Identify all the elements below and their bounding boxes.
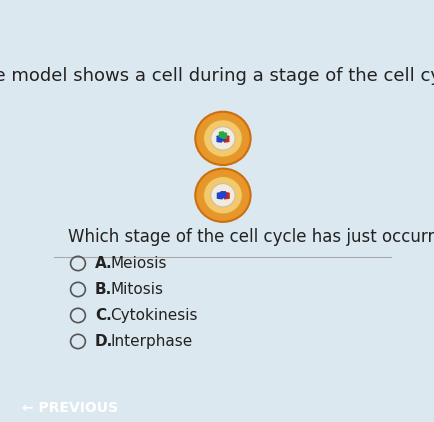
Circle shape	[203, 176, 242, 214]
Circle shape	[195, 112, 250, 165]
Circle shape	[195, 169, 250, 222]
Circle shape	[203, 119, 242, 157]
Circle shape	[210, 184, 234, 207]
Text: The model shows a cell during a stage of the cell cycle.: The model shows a cell during a stage of…	[0, 67, 434, 85]
Text: D.: D.	[95, 334, 113, 349]
Text: B.: B.	[95, 282, 112, 297]
Text: Mitosis: Mitosis	[110, 282, 163, 297]
Circle shape	[210, 127, 234, 150]
Text: Meiosis: Meiosis	[110, 256, 166, 271]
Text: A.: A.	[95, 256, 112, 271]
Text: Interphase: Interphase	[110, 334, 192, 349]
Text: Which stage of the cell cycle has just occurred?: Which stage of the cell cycle has just o…	[68, 228, 434, 246]
Text: C.: C.	[95, 308, 112, 323]
Text: ← PREVIOUS: ← PREVIOUS	[22, 401, 117, 415]
Text: Cytokinesis: Cytokinesis	[110, 308, 197, 323]
